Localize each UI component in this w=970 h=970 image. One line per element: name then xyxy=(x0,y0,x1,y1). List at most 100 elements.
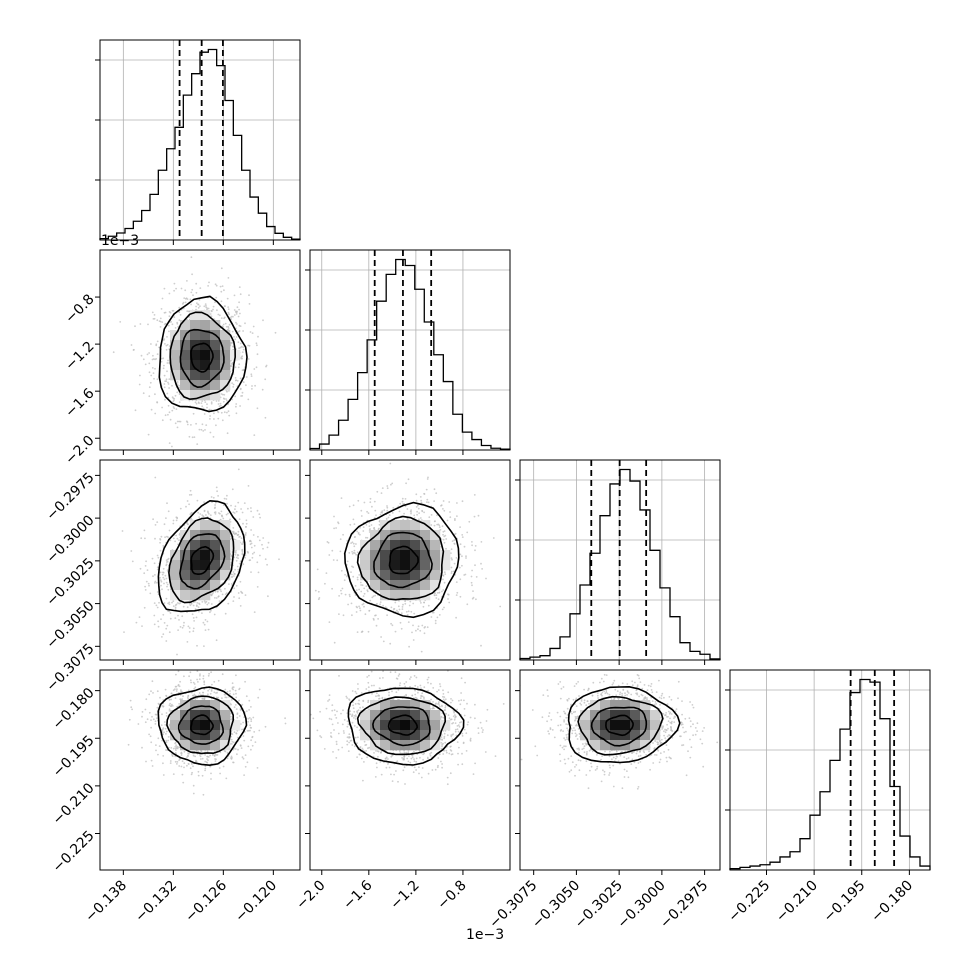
scatter-point xyxy=(208,408,211,411)
scatter-point xyxy=(442,589,445,591)
density-cell xyxy=(370,540,381,551)
scatter-point xyxy=(230,315,233,318)
scatter-point xyxy=(340,589,342,592)
scatter-point xyxy=(196,644,198,647)
scatter-point xyxy=(217,679,220,682)
scatter-point xyxy=(230,318,233,320)
scatter-point xyxy=(464,573,467,576)
hist-panel-3 xyxy=(725,669,931,875)
scatter-point xyxy=(145,760,147,763)
scatter-point xyxy=(198,428,201,431)
scatter-point xyxy=(164,343,166,345)
scatter-point xyxy=(245,376,248,378)
scatter-point xyxy=(369,501,372,504)
scatter-point xyxy=(183,750,186,753)
scatter-point xyxy=(220,317,223,319)
scatter-point xyxy=(174,606,177,609)
density-cell xyxy=(220,380,231,391)
scatter-point xyxy=(250,373,253,376)
scatter-point xyxy=(397,611,399,614)
scatter-point xyxy=(186,641,189,643)
scatter-point xyxy=(225,777,228,780)
density-cell xyxy=(380,560,391,571)
scatter-point xyxy=(192,630,195,633)
scatter-point xyxy=(209,692,212,695)
scatter-point xyxy=(328,554,331,556)
scatter-point xyxy=(242,330,245,332)
scatter-point xyxy=(233,731,236,733)
scatter-point xyxy=(238,324,241,327)
density-cell xyxy=(430,540,441,551)
scatter-point xyxy=(220,411,223,414)
scatter-point xyxy=(399,621,402,624)
scatter-point xyxy=(166,362,169,364)
scatter-point xyxy=(359,607,361,609)
scatter-point xyxy=(144,585,147,588)
scatter-point xyxy=(227,306,230,308)
scatter-point xyxy=(415,629,417,632)
scatter-point xyxy=(237,501,240,504)
scatter-point xyxy=(166,370,168,373)
scatter-point xyxy=(194,401,197,404)
hist-panel-2 xyxy=(515,459,721,665)
density-cell xyxy=(360,560,371,571)
scatter-point xyxy=(447,598,449,600)
density-cell xyxy=(400,530,411,541)
scatter-point xyxy=(434,622,437,625)
scatter-point xyxy=(142,392,145,395)
scatter-point xyxy=(333,641,336,644)
scatter-point xyxy=(238,518,241,521)
scatter-point xyxy=(190,517,193,520)
scatter-point xyxy=(358,588,360,591)
scatter-point xyxy=(201,601,204,603)
scatter-point xyxy=(247,729,250,732)
density-cell xyxy=(190,380,201,391)
scatter-point xyxy=(237,748,239,751)
scatter-point xyxy=(140,537,143,540)
scatter-point xyxy=(445,547,447,550)
scatter-point xyxy=(148,584,150,587)
scatter-point xyxy=(250,571,252,573)
scatter-point xyxy=(255,342,258,345)
scatter-point xyxy=(234,310,237,313)
scatter-point xyxy=(150,343,152,345)
scatter-point xyxy=(238,597,241,600)
scatter-point xyxy=(250,510,253,513)
scatter-point xyxy=(325,572,328,574)
scatter-point xyxy=(218,767,221,769)
scatter-point xyxy=(247,551,250,554)
scatter-point xyxy=(218,600,221,602)
scatter-point xyxy=(223,289,225,292)
scatter-point xyxy=(196,499,199,502)
scatter-point xyxy=(214,283,217,286)
scatter-point xyxy=(192,617,195,619)
scatter-point xyxy=(367,630,370,633)
scatter-point xyxy=(191,288,194,291)
scatter-point xyxy=(420,501,423,504)
scatter-point xyxy=(256,586,259,588)
density-cell xyxy=(430,570,441,581)
scatter-point xyxy=(241,728,243,731)
scatter-point xyxy=(234,748,237,750)
scatter-point xyxy=(241,391,244,394)
density-cell xyxy=(190,520,201,531)
scatter-point xyxy=(188,627,191,629)
density-cell xyxy=(420,550,431,561)
scatter-point xyxy=(236,323,238,325)
scatter-point xyxy=(252,716,255,719)
scatter-point xyxy=(247,398,250,401)
scatter-point xyxy=(172,406,175,408)
scatter-point xyxy=(217,595,220,598)
scatter-point xyxy=(226,690,229,693)
scatter-point xyxy=(176,381,179,383)
density-cell xyxy=(210,390,221,401)
density-cell xyxy=(190,330,201,341)
scatter-point xyxy=(220,300,223,303)
scatter-point xyxy=(148,362,151,365)
scatter-point xyxy=(167,324,170,327)
scatter-point xyxy=(144,565,147,567)
scatter-point xyxy=(363,587,366,590)
scatter-point xyxy=(379,513,382,516)
scatter-point xyxy=(169,612,172,614)
scatter-point xyxy=(187,697,190,700)
